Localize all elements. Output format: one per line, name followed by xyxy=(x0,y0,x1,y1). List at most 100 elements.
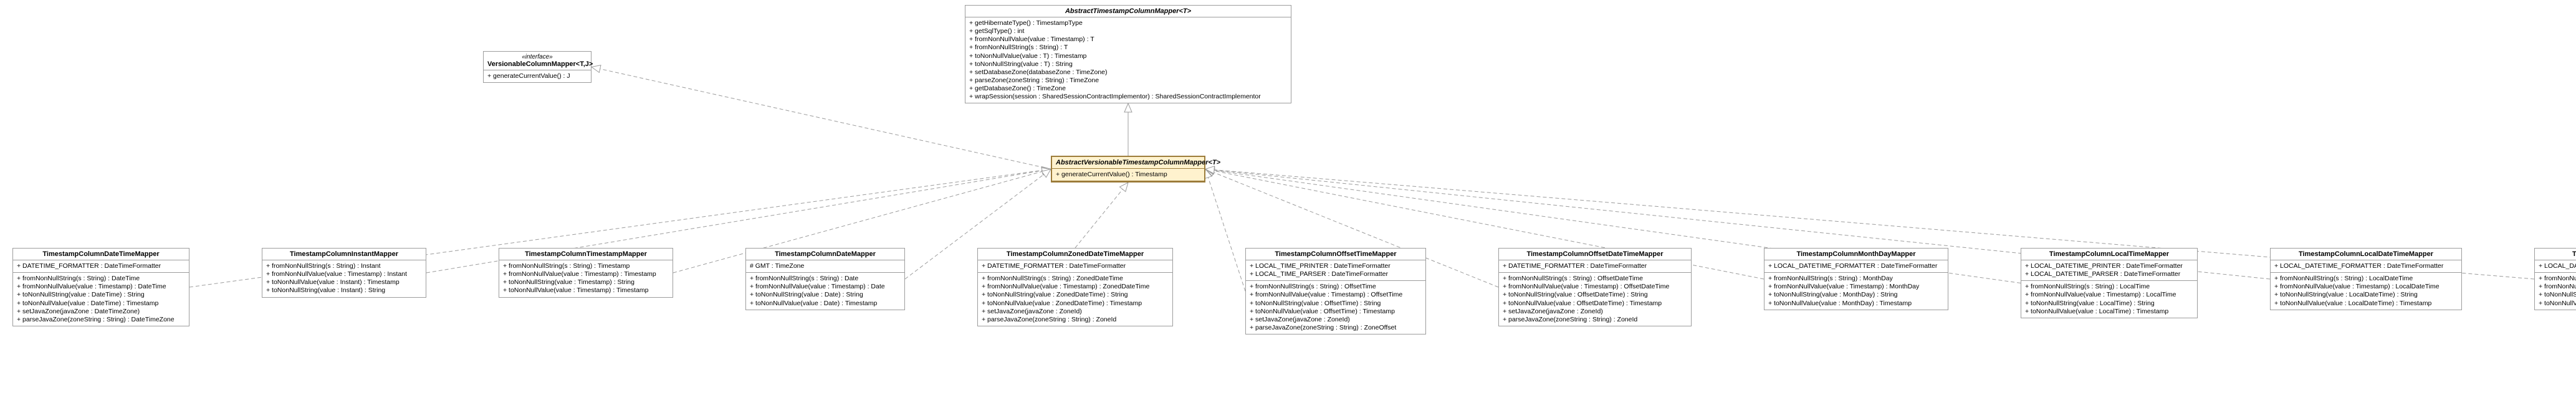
class-abstractTimestamp: AbstractTimestampColumnMapper<T>+ getHib… xyxy=(965,5,1291,103)
member-compartment: + DATETIME_FORMATTER : DateTimeFormatter xyxy=(13,260,189,273)
member-compartment: + LOCAL_DATETIME_PRINTER : DateTimeForma… xyxy=(2021,260,2197,281)
class-member: + fromNonNullString(s : String) : DateTi… xyxy=(17,275,185,283)
member-compartment: + fromNonNullString(s : String) : Offset… xyxy=(1499,273,1691,326)
class-name: TimestampColumnTimestampMapper xyxy=(503,250,669,258)
class-member: + getDatabaseZone() : TimeZone xyxy=(969,85,1287,93)
class-abstractVersionable: AbstractVersionableTimestampColumnMapper… xyxy=(1051,156,1205,183)
member-compartment: + fromNonNullString(s : String) : DateTi… xyxy=(13,273,189,326)
class-member: + fromNonNullString(s : String) : ZonedD… xyxy=(982,275,1169,283)
member-compartment: + fromNonNullString(s : String) : LocalT… xyxy=(2021,281,2197,318)
class-member: + fromNonNullValue(value : Timestamp) : … xyxy=(17,283,185,291)
class-member: + toNonNullValue(value : ZonedDateTime) … xyxy=(982,300,1169,308)
class-member: + toNonNullString(value : Timestamp) : S… xyxy=(503,278,669,287)
class-dateMapper: TimestampColumnDateMapper # GMT : TimeZon… xyxy=(745,248,905,310)
member-compartment: + DATETIME_FORMATTER : DateTimeFormatter xyxy=(1499,260,1691,273)
class-name: TimestampColumnInstantMapper xyxy=(2539,250,2576,258)
class-name: TimestampColumnZonedDateTimeMapper xyxy=(982,250,1169,258)
class-member: + fromNonNullString(s : String) : Instan… xyxy=(266,262,422,270)
class-member: + toNonNullString(value : ZonedDateTime)… xyxy=(982,291,1169,299)
edge-offsetTime-to-abstractVersionable xyxy=(1205,169,1245,292)
class-offsetTime: TimestampColumnOffsetTimeMapper + LOCAL_T… xyxy=(1245,248,1426,334)
class-member: + fromNonNullString(s : String) : Date xyxy=(750,275,901,283)
member-compartment: + fromNonNullString(s : String) : Instan… xyxy=(262,260,426,297)
member-compartment: + fromNonNullString(s : String) : Date+ … xyxy=(746,273,904,310)
class-member: + toNonNullValue(value : OffsetTime) : T… xyxy=(1250,308,1422,316)
class-name: TimestampColumnOffsetTimeMapper xyxy=(1250,250,1422,258)
class-title: TimestampColumnZonedDateTimeMapper xyxy=(978,249,1172,260)
member-compartment: + getHibernateType() : TimestampType+ ge… xyxy=(965,17,1291,103)
class-member: + fromNonNullValue(value : Timestamp) : … xyxy=(1768,283,1944,291)
class-member: + getHibernateType() : TimestampType xyxy=(969,19,1287,27)
class-instantMapper2: TimestampColumnInstantMapper + LOCAL_DATE… xyxy=(2534,248,2576,310)
class-member: + fromNonNullValue(value : Timestamp) : … xyxy=(750,283,901,291)
class-versionableInterface: «interface»VersionableColumnMapper<T,J>+… xyxy=(483,51,591,83)
class-member: + toNonNullString(value : Instant) : Str… xyxy=(2539,291,2576,299)
class-instantMapper: TimestampColumnInstantMapper + fromNonNul… xyxy=(262,248,426,298)
class-member: + toNonNullValue(value : T) : Timestamp xyxy=(969,52,1287,60)
class-member: + fromNonNullString(s : String) : Offset… xyxy=(1250,283,1422,291)
class-member: + setJavaZone(javaZone : ZoneId) xyxy=(1503,308,1687,316)
class-member: + LOCAL_DATETIME_FORMATTER : DateTimeFor… xyxy=(2539,262,2576,270)
class-member: + LOCAL_DATETIME_FORMATTER : DateTimeFor… xyxy=(1768,262,1944,270)
member-compartment: + fromNonNullString(s : String) : MonthD… xyxy=(1764,273,1948,310)
class-member: + setJavaZone(javaZone : DateTimeZone) xyxy=(17,308,185,316)
class-member: + getSqlType() : int xyxy=(969,27,1287,36)
class-member: + fromNonNullString(s : String) : LocalT… xyxy=(2025,283,2193,291)
class-member: + toNonNullString(value : OffsetTime) : … xyxy=(1250,300,1422,308)
class-name: TimestampColumnLocalDateTimeMapper xyxy=(2274,250,2458,258)
class-localDateTime: TimestampColumnLocalDateTimeMapper + LOCA… xyxy=(2270,248,2462,310)
class-member: + toNonNullValue(value : LocalDateTime) … xyxy=(2274,300,2458,308)
class-name: TimestampColumnMonthDayMapper xyxy=(1768,250,1944,258)
class-member: + LOCAL_TIME_PRINTER : DateTimeFormatter xyxy=(1250,262,1422,270)
stereotype: «interface» xyxy=(487,54,587,60)
class-member: + LOCAL_DATETIME_PARSER : DateTimeFormat… xyxy=(2025,270,2193,278)
class-member: + toNonNullValue(value : Instant) : Time… xyxy=(2539,300,2576,308)
class-member: + toNonNullValue(value : OffsetDateTime)… xyxy=(1503,300,1687,308)
class-name: TimestampColumnLocalTimeMapper xyxy=(2025,250,2193,258)
class-member: + fromNonNullValue(value : Timestamp) : … xyxy=(503,270,669,278)
class-member: + toNonNullString(value : LocalDateTime)… xyxy=(2274,291,2458,299)
class-member: # GMT : TimeZone xyxy=(750,262,901,270)
class-title: TimestampColumnInstantMapper xyxy=(2535,249,2576,260)
member-compartment: + generateCurrentValue() : J xyxy=(484,70,591,82)
class-member: + fromNonNullString(s : String) : T xyxy=(969,44,1287,52)
class-localTime: TimestampColumnLocalTimeMapper + LOCAL_DA… xyxy=(2021,248,2198,318)
class-member: + toNonNullString(value : LocalTime) : S… xyxy=(2025,300,2193,308)
class-title: AbstractVersionableTimestampColumnMapper… xyxy=(1052,157,1204,169)
class-member: + parseJavaZone(zoneString : String) : D… xyxy=(17,316,185,324)
class-member: + parseZone(zoneString : String) : TimeZ… xyxy=(969,77,1287,85)
class-member: + DATETIME_FORMATTER : DateTimeFormatter xyxy=(982,262,1169,270)
member-compartment: + fromNonNullString(s : String) : ZonedD… xyxy=(978,273,1172,326)
class-name: AbstractVersionableTimestampColumnMapper… xyxy=(1056,159,1200,166)
class-member: + generateCurrentValue() : Timestamp xyxy=(1056,171,1200,179)
class-name: TimestampColumnOffsetDateTimeMapper xyxy=(1503,250,1687,258)
class-member: + toNonNullString(value : MonthDay) : St… xyxy=(1768,291,1944,299)
class-name: TimestampColumnInstantMapper xyxy=(266,250,422,258)
class-member: + setJavaZone(javaZone : ZoneId) xyxy=(1250,316,1422,324)
class-title: TimestampColumnOffsetTimeMapper xyxy=(1246,249,1425,260)
class-member: + generateCurrentValue() : J xyxy=(487,72,587,80)
class-member: + fromNonNullValue(value : Timestamp) : … xyxy=(266,270,422,278)
class-member: + setJavaZone(javaZone : ZoneId) xyxy=(982,308,1169,316)
class-member: + parseJavaZone(zoneString : String) : Z… xyxy=(1503,316,1687,324)
class-member: + fromNonNullValue(value : Timestamp) : … xyxy=(2539,283,2576,291)
class-member: + fromNonNullString(s : String) : Timest… xyxy=(503,262,669,270)
class-member: + fromNonNullString(s : String) : Offset… xyxy=(1503,275,1687,283)
class-title: TimestampColumnOffsetDateTimeMapper xyxy=(1499,249,1691,260)
member-compartment: + fromNonNullString(s : String) : Timest… xyxy=(499,260,673,297)
class-member: + LOCAL_DATETIME_FORMATTER : DateTimeFor… xyxy=(2274,262,2458,270)
class-member: + toNonNullString(value : Instant) : Str… xyxy=(266,287,422,295)
class-member: + toNonNullString(value : OffsetDateTime… xyxy=(1503,291,1687,299)
class-member: + fromNonNullString(s : String) : Instan… xyxy=(2539,275,2576,283)
class-member: + toNonNullValue(value : Instant) : Time… xyxy=(266,278,422,287)
member-compartment: + generateCurrentValue() : Timestamp xyxy=(1052,169,1204,181)
class-member: + toNonNullValue(value : Date) : Timesta… xyxy=(750,300,901,308)
class-member: + toNonNullString(value : T) : String xyxy=(969,60,1287,69)
class-title: AbstractTimestampColumnMapper<T> xyxy=(965,6,1291,17)
class-title: TimestampColumnDateMapper xyxy=(746,249,904,260)
member-compartment: + fromNonNullString(s : String) : LocalD… xyxy=(2271,273,2461,310)
class-member: + toNonNullValue(value : DateTime) : Tim… xyxy=(17,300,185,308)
class-member: + toNonNullString(value : DateTime) : St… xyxy=(17,291,185,299)
class-timestampMapper: TimestampColumnTimestampMapper + fromNonN… xyxy=(499,248,673,298)
class-member: + toNonNullValue(value : LocalTime) : Ti… xyxy=(2025,308,2193,316)
